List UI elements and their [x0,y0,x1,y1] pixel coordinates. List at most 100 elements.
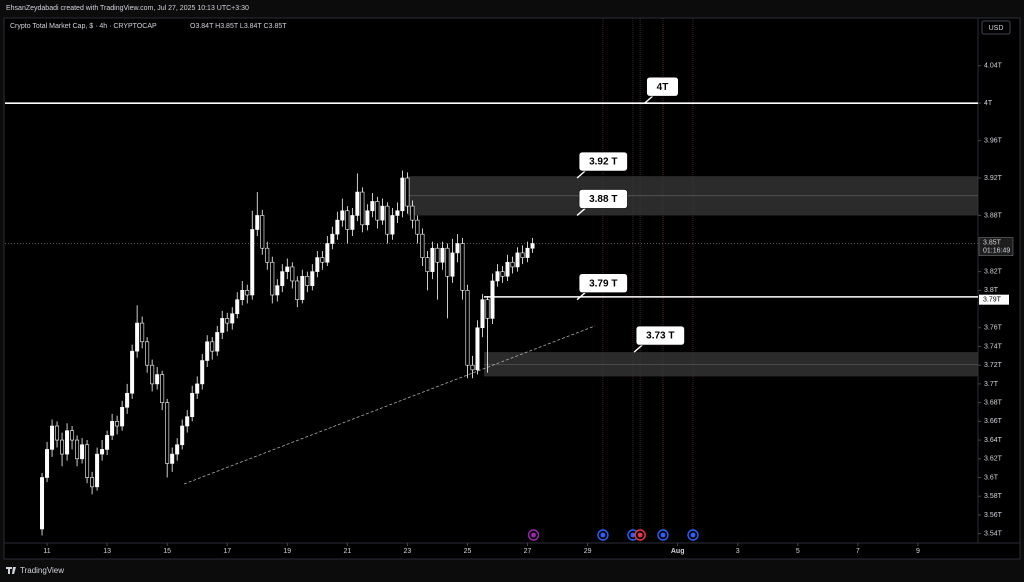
currency-box[interactable] [981,20,1011,35]
y-tick-label: 3.7T [984,381,999,388]
candle-body [130,350,135,394]
x-tick-label: Aug [671,548,685,555]
candle-body [485,299,490,319]
candle-body [380,205,385,221]
candle-body [295,280,300,300]
candle-body [205,341,210,361]
candle-body [320,257,325,263]
candle-body [40,477,45,530]
candle-body [360,191,365,226]
y-tick-label: 3.76T [984,325,1003,332]
callout-label: 3.88 T [589,194,617,205]
x-tick-label: 27 [524,548,532,555]
candle-body [95,453,100,488]
candle-body [490,280,495,319]
y-tick-label: 3.54T [984,530,1003,537]
candle-body [370,201,375,212]
candle-body [180,425,185,446]
candle-body [335,219,340,235]
candle-body [175,444,180,455]
callout-label: 4T [657,82,669,93]
candle-body [325,243,330,263]
y-tick-label: 3.58T [984,493,1003,500]
y-tick-label: 3.88T [984,212,1003,219]
candle-body [190,392,195,417]
candle-body [520,252,525,258]
candle-body [155,374,160,385]
y-tick-label: 3.64T [984,437,1003,444]
axis-marker: 3.79T [983,297,1002,304]
y-tick-label: 4.04T [984,63,1003,70]
x-tick-label: 29 [584,548,592,555]
trendline [183,325,596,485]
candle-body [75,439,80,460]
candle-body [235,299,240,315]
y-tick-label: 3.8T [984,287,999,294]
x-tick-label: 23 [404,548,412,555]
candle-body [240,290,245,300]
y-tick-label: 3.82T [984,268,1003,275]
x-tick-label: 15 [163,548,171,555]
y-tick-label: 3.92T [984,175,1003,182]
credit: EhsanZeydabadi created with TradingView.… [6,5,249,12]
candle-body [215,332,220,352]
x-tick-label: 3 [736,548,740,555]
time-axis [3,542,1021,560]
x-tick-label: 17 [223,548,231,555]
y-tick-label: 3.56T [984,512,1003,519]
y-tick-label: 3.72T [984,362,1003,369]
candle-body [170,453,175,464]
event-icon-dot [637,532,643,538]
brand: TradingView [20,566,64,575]
x-tick-label: 21 [343,548,351,555]
x-tick-label: 9 [916,548,920,555]
brand-logo [6,567,16,574]
y-tick-label: 3.74T [984,343,1003,350]
candle-body [220,318,225,333]
candle-body [450,252,455,277]
callout-box [578,151,628,172]
candle-body [100,449,105,455]
candle-body [165,402,170,464]
event-icon-dot [630,532,636,538]
y-tick-label: 4T [984,100,993,107]
candle-body [435,247,440,263]
candle-body [300,275,305,300]
ohlc: O3.84T H3.85T L3.84T C3.85T [190,23,287,30]
currency[interactable]: USD [989,25,1004,32]
candle-body [275,285,280,296]
candle-body [105,435,110,450]
candle-body [425,257,430,272]
candle-body [50,425,55,450]
x-tick-label: 11 [43,548,50,555]
candle-body [400,177,405,212]
candle-body [455,243,460,254]
x-tick-label: 5 [796,548,800,555]
candle-body [440,247,445,263]
candle-body [140,322,145,343]
x-tick-label: 25 [464,548,472,555]
candle-body [345,210,350,230]
candle-body [305,275,310,286]
callout-tail [576,292,586,301]
candle-body [355,191,360,216]
y-tick-label: 3.66T [984,418,1003,425]
candle-body [315,257,320,272]
candle-body [310,271,315,286]
callout-box [635,325,685,346]
candle-body [185,416,190,427]
callout-box [646,76,679,97]
candle-body [55,425,60,441]
candle-body [515,252,520,268]
candle-body [125,392,130,408]
callout-tail [644,95,654,104]
axis-marker-box [979,294,1009,305]
event-icon-dot [660,532,666,538]
candle-body [395,210,400,216]
event-icon-dot [690,532,696,538]
candle-body [330,233,335,244]
event-icon-dot [600,532,606,538]
candle-body [465,290,470,366]
candle-body [420,233,425,258]
candle-body [350,215,355,230]
